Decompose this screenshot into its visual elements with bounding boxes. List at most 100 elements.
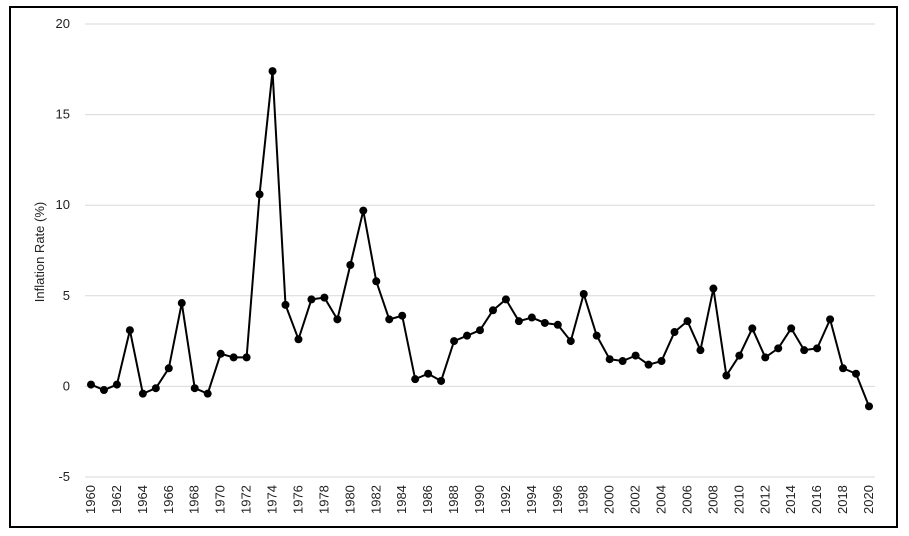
y-tick-label: 20 — [56, 16, 70, 31]
x-tick-label: 1964 — [135, 485, 150, 514]
data-point — [242, 353, 251, 362]
data-point — [774, 344, 783, 353]
x-tick-label: 1998 — [576, 485, 591, 514]
y-tick-label: -5 — [58, 469, 70, 484]
x-tick-label: 1982 — [368, 485, 383, 514]
data-point — [800, 346, 809, 355]
data-point — [527, 313, 536, 322]
x-tick-label: 1984 — [394, 485, 409, 514]
y-tick-labels: -5 0 5 10 15 20 — [56, 16, 70, 484]
data-point — [605, 355, 614, 364]
data-point — [294, 335, 303, 344]
data-point — [203, 389, 212, 398]
data-point — [787, 324, 796, 333]
data-point — [216, 349, 225, 358]
data-point — [579, 289, 588, 298]
data-point — [592, 331, 601, 340]
data-point — [631, 351, 640, 360]
data-point — [476, 326, 484, 335]
x-tick-label: 1960 — [83, 485, 98, 514]
x-tick-label: 1978 — [316, 485, 331, 514]
x-tick-label: 2012 — [757, 485, 772, 514]
data-point — [657, 357, 666, 366]
data-point — [190, 384, 199, 393]
data-point — [99, 386, 108, 395]
y-tick-label: 15 — [56, 107, 70, 122]
data-point — [813, 344, 822, 353]
data-point — [839, 364, 848, 373]
chart-frame — [9, 6, 898, 528]
data-point — [385, 315, 394, 324]
data-point — [87, 380, 95, 389]
x-tick-label: 1992 — [498, 485, 513, 514]
data-point — [826, 315, 835, 324]
data-point — [683, 317, 692, 326]
data-point — [540, 318, 549, 327]
data-point — [852, 369, 861, 378]
data-point — [307, 295, 316, 304]
x-tick-label: 1996 — [550, 485, 565, 514]
x-tick-label: 2016 — [809, 485, 824, 514]
data-point — [450, 337, 459, 346]
data-point — [372, 277, 381, 286]
data-point — [398, 311, 407, 320]
data-point — [488, 306, 497, 315]
y-tick-label: 10 — [56, 197, 70, 212]
x-tick-label: 2014 — [783, 485, 798, 514]
data-point — [463, 331, 472, 340]
x-tick-label: 1970 — [213, 485, 228, 514]
data-point — [424, 369, 433, 378]
x-tick-label: 1974 — [265, 485, 280, 514]
x-tick-label: 1990 — [472, 485, 487, 514]
data-point — [865, 402, 873, 411]
y-tick-label: 0 — [63, 378, 70, 393]
x-tick-label: 2018 — [835, 485, 850, 514]
data-point — [177, 299, 186, 308]
data-markers — [87, 67, 873, 411]
y-tick-label: 5 — [63, 288, 70, 303]
data-point — [437, 376, 446, 385]
data-point — [722, 371, 731, 380]
data-point — [255, 190, 264, 199]
x-tick-label: 2010 — [731, 485, 746, 514]
x-tick-label: 2000 — [602, 485, 617, 514]
x-tick-label: 1968 — [187, 485, 202, 514]
x-tick-label: 1980 — [342, 485, 357, 514]
data-point — [670, 328, 679, 337]
data-point — [566, 337, 575, 346]
data-point — [125, 326, 134, 335]
data-point — [553, 320, 562, 329]
x-tick-label: 1994 — [524, 485, 539, 514]
x-tick-label: 1966 — [161, 485, 176, 514]
data-point — [618, 357, 627, 366]
x-tick-label: 2002 — [628, 485, 643, 514]
data-point — [514, 317, 523, 326]
x-tick-label: 2006 — [679, 485, 694, 514]
x-tick-label: 2020 — [861, 485, 876, 514]
data-point — [320, 293, 329, 302]
data-point — [229, 353, 238, 362]
data-point — [138, 389, 147, 398]
data-point — [644, 360, 653, 369]
x-tick-labels: 1960 1962 1964 1966 1968 1970 1972 1974 1976 1978… — [83, 485, 876, 514]
data-point — [112, 380, 121, 389]
data-point — [333, 315, 342, 324]
x-tick-label: 1972 — [239, 485, 254, 514]
data-point — [709, 284, 718, 293]
gridlines — [85, 23, 875, 478]
data-point — [748, 324, 757, 333]
data-point — [696, 346, 705, 355]
data-point — [735, 351, 744, 360]
data-point — [164, 364, 173, 373]
data-point — [151, 384, 160, 393]
x-tick-label: 1986 — [420, 485, 435, 514]
data-point — [346, 260, 355, 269]
x-tick-label: 2008 — [705, 485, 720, 514]
data-point — [411, 375, 420, 384]
x-tick-label: 1976 — [290, 485, 305, 514]
x-tick-label: 2004 — [654, 485, 669, 514]
data-point — [761, 353, 770, 362]
series-line — [90, 71, 870, 407]
data-point — [281, 300, 290, 309]
